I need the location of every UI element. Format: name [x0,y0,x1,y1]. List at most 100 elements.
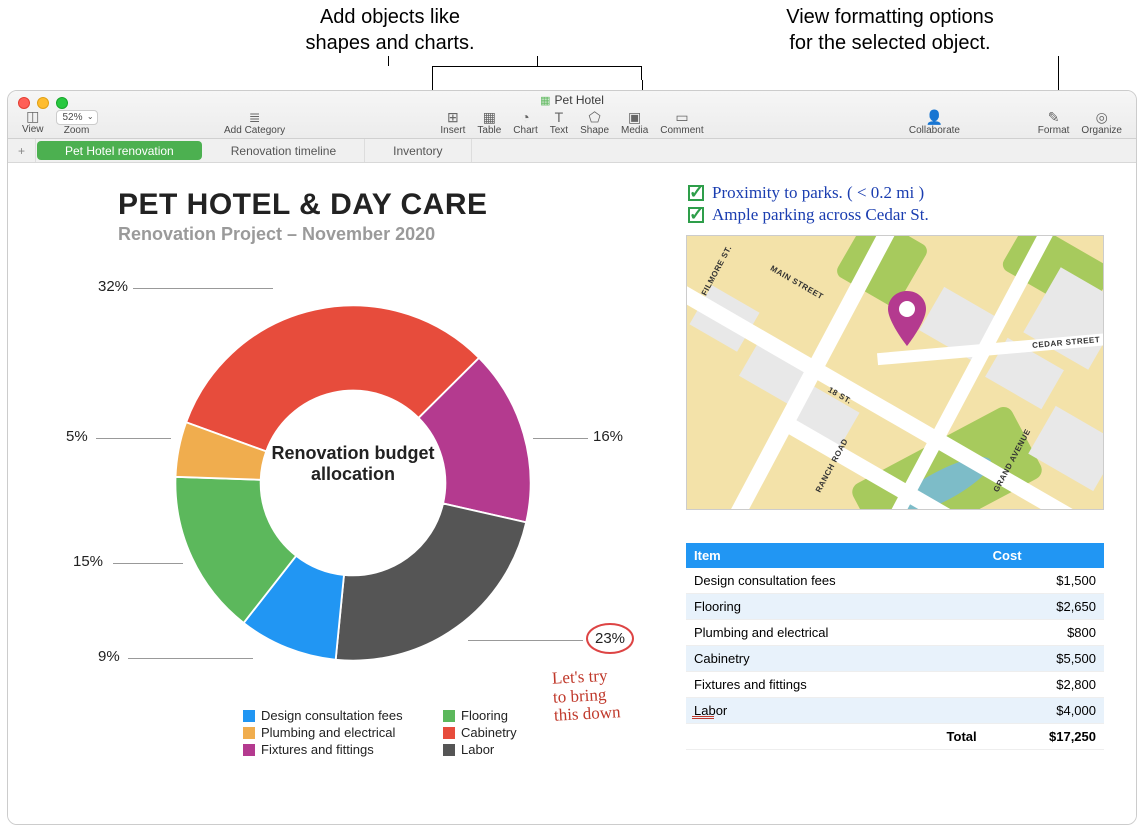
map-pin-icon [887,291,927,346]
table-row[interactable]: Plumbing and electrical$800 [686,620,1104,646]
callout-connector [388,56,389,66]
tab-label: Renovation timeline [231,144,336,158]
legend-item: Flooring [443,708,643,723]
toolbar-label: Table [477,125,501,136]
zoom-select[interactable]: 52%⌄ [56,110,98,125]
donut-chart[interactable]: Renovation budget allocation 32% 5% 15% … [88,278,648,758]
tab-label: Inventory [393,144,442,158]
insert-button[interactable]: ⊞Insert [434,109,471,136]
toolbar-label: Organize [1081,125,1122,136]
callout-add-objects: Add objects like shapes and charts. [260,4,520,56]
zoom-button[interactable]: 52%⌄Zoom [50,108,104,136]
checklist-text: Ample parking across Cedar St. [712,205,929,225]
pct-16: 16% [593,428,623,445]
table-row[interactable]: Fixtures and fittings$2,800 [686,672,1104,698]
numbers-doc-icon: ▦ [540,94,550,107]
swatch-icon [443,727,455,739]
cell-item: Plumbing and electrical [686,620,985,646]
leader-line [533,438,588,439]
list-icon: ≣ [249,109,261,125]
organize-icon: ◎ [1096,109,1108,125]
text-icon: T [555,109,564,125]
map-sketch[interactable]: MAIN STREET FILMORE ST. CEDAR STREET RAN… [686,235,1104,510]
checklist-item: Proximity to parks. ( < 0.2 mi ) [688,183,929,203]
table-row[interactable]: Flooring$2,650 [686,594,1104,620]
document-title: ▦ Pet Hotel [540,93,604,107]
swatch-icon [243,727,255,739]
table-row[interactable]: Labor$4,000 [686,698,1104,724]
callout-connector [537,56,538,66]
page-subtitle: Renovation Project – November 2020 [118,224,488,245]
toolbar-label: Add Category [224,125,285,136]
shape-button[interactable]: ⬠Shape [574,109,615,136]
tab-renovation[interactable]: Pet Hotel renovation [37,141,202,160]
sidebar-icon: ◫ [26,108,39,124]
toolbar-label: Insert [440,125,465,136]
street-label: MAIN STREET [769,264,825,302]
table-button[interactable]: ▦Table [471,109,507,136]
cell-cost: $2,800 [985,672,1104,698]
app-window: ▦ Pet Hotel ◫View 52%⌄Zoom ≣Add Category… [7,90,1137,825]
legend-item: Cabinetry [443,725,643,740]
callout-text: View formatting options for the selected… [786,6,994,54]
cell-item: Flooring [686,594,985,620]
toolbar-label: Chart [513,125,537,136]
col-cost: Cost [985,543,1104,568]
legend-label: Design consultation fees [261,708,403,723]
total-label: Total [686,724,985,750]
view-button[interactable]: ◫View [16,108,50,136]
checklist-item: Ample parking across Cedar St. [688,205,929,225]
pct-15: 15% [73,553,103,570]
cell-cost: $4,000 [985,698,1104,724]
table-body: Design consultation fees$1,500Flooring$2… [686,568,1104,750]
page-title: PET HOTEL & DAY CARE [118,188,488,222]
callout-bracket [432,66,642,80]
legend-label: Cabinetry [461,725,517,740]
cell-item: Fixtures and fittings [686,672,985,698]
table-row[interactable]: Cabinetry$5,500 [686,646,1104,672]
organize-button[interactable]: ◎Organize [1075,109,1128,136]
comment-button[interactable]: ▭Comment [654,109,709,136]
tab-label: Pet Hotel renovation [65,144,174,158]
table-icon: ▦ [483,109,496,125]
tab-timeline[interactable]: Renovation timeline [203,139,365,162]
building-shape [1028,406,1104,491]
media-button[interactable]: ▣Media [615,109,654,136]
comment-icon: ▭ [675,109,688,125]
toolbar-label: Text [550,125,568,136]
chart-legend: Design consultation feesFlooringPlumbing… [243,707,643,758]
chart-button[interactable]: ◔Chart [507,109,543,136]
legend-item: Labor [443,742,643,757]
leader-line [96,438,171,439]
text-button[interactable]: TText [544,109,574,136]
add-category-button[interactable]: ≣Add Category [218,109,291,136]
person-icon: 👤 [926,109,943,125]
brush-icon: ✎ [1048,109,1060,125]
table-row[interactable]: Design consultation fees$1,500 [686,568,1104,594]
cell-cost: $1,500 [985,568,1104,594]
titlebar: ▦ Pet Hotel ◫View 52%⌄Zoom ≣Add Category… [8,91,1136,139]
swatch-icon [243,710,255,722]
col-item: Item [686,543,985,568]
swatch-icon [443,710,455,722]
leader-line [113,563,183,564]
checklist[interactable]: Proximity to parks. ( < 0.2 mi ) Ample p… [688,181,929,227]
donut-center-label: Renovation budget allocation [238,443,468,485]
sheet-tabs: + Pet Hotel renovation Renovation timeli… [8,139,1136,163]
heading-block[interactable]: PET HOTEL & DAY CARE Renovation Project … [118,188,488,245]
pct-5: 5% [66,428,88,445]
pct-32: 32% [98,278,128,295]
collaborate-button[interactable]: 👤Collaborate [903,109,966,136]
cost-table[interactable]: Item Cost Design consultation fees$1,500… [686,543,1104,750]
format-button[interactable]: ✎Format [1032,109,1076,136]
tab-inventory[interactable]: Inventory [365,139,471,162]
table-total-row: Total$17,250 [686,724,1104,750]
toolbar-label: Media [621,125,648,136]
cell-item: Labor [686,698,985,724]
sheet-canvas[interactable]: PET HOTEL & DAY CARE Renovation Project … [8,163,1136,824]
add-sheet-button[interactable]: + [8,139,36,162]
swatch-icon [243,744,255,756]
toolbar-label: Comment [660,125,703,136]
pct-9: 9% [98,648,120,665]
toolbar-label: Format [1038,125,1070,136]
